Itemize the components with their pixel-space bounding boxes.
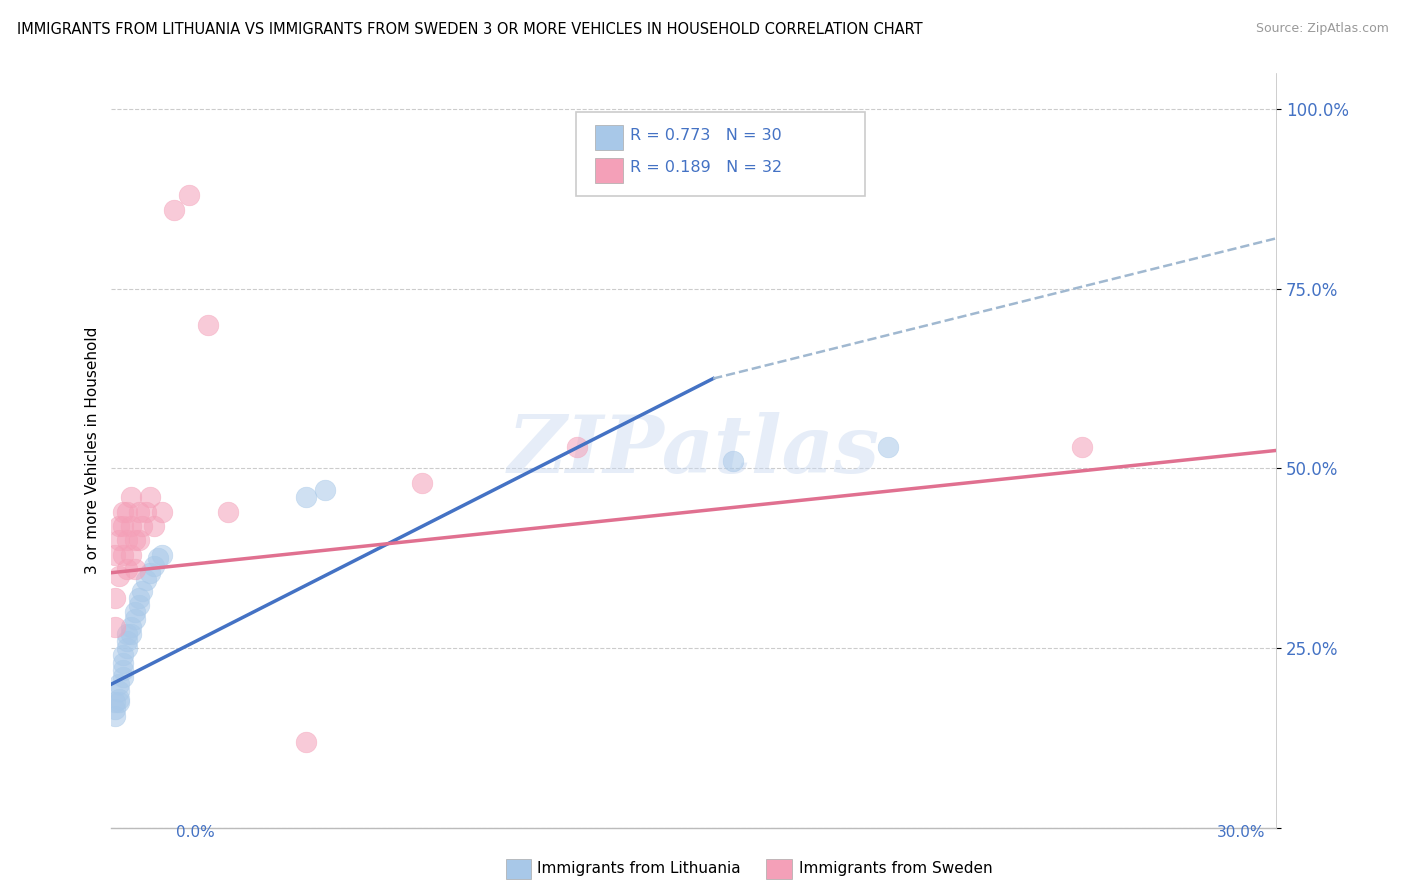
Point	[1071, 440, 1094, 454]
Point	[162, 202, 184, 217]
Point	[108, 519, 131, 533]
Point	[115, 533, 138, 548]
Point	[150, 548, 173, 562]
Point	[139, 490, 162, 504]
Point	[104, 548, 127, 562]
Point	[120, 627, 142, 641]
Point	[115, 627, 138, 641]
Y-axis label: 3 or more Vehicles in Household: 3 or more Vehicles in Household	[86, 326, 100, 574]
Point	[124, 533, 146, 548]
Point	[115, 634, 138, 648]
Text: 0.0%: 0.0%	[176, 825, 215, 840]
Point	[120, 490, 142, 504]
Point	[131, 583, 153, 598]
Point	[128, 598, 150, 612]
Text: Immigrants from Sweden: Immigrants from Sweden	[799, 862, 993, 876]
Point	[108, 569, 131, 583]
Point	[108, 533, 131, 548]
Point	[108, 684, 131, 698]
Point	[294, 734, 316, 748]
Text: 30.0%: 30.0%	[1218, 825, 1265, 840]
Point	[115, 505, 138, 519]
Point	[104, 709, 127, 723]
Text: R = 0.189   N = 32: R = 0.189 N = 32	[630, 161, 782, 175]
Point	[128, 505, 150, 519]
Text: Immigrants from Lithuania: Immigrants from Lithuania	[537, 862, 741, 876]
Point	[135, 573, 157, 587]
Text: R = 0.773   N = 30: R = 0.773 N = 30	[630, 128, 782, 143]
Point	[139, 566, 162, 580]
Point	[217, 505, 239, 519]
Point	[128, 591, 150, 605]
Point	[135, 505, 157, 519]
Point	[197, 318, 219, 332]
Point	[294, 490, 316, 504]
Point	[120, 619, 142, 633]
Point	[104, 695, 127, 709]
Point	[120, 519, 142, 533]
Point	[876, 440, 898, 454]
Point	[314, 483, 336, 497]
Point	[112, 505, 135, 519]
Point	[112, 519, 135, 533]
Point	[112, 548, 135, 562]
Point	[150, 505, 173, 519]
Point	[124, 562, 146, 576]
Point	[115, 641, 138, 656]
Point	[411, 475, 433, 490]
Point	[108, 677, 131, 691]
Text: IMMIGRANTS FROM LITHUANIA VS IMMIGRANTS FROM SWEDEN 3 OR MORE VEHICLES IN HOUSEH: IMMIGRANTS FROM LITHUANIA VS IMMIGRANTS …	[17, 22, 922, 37]
Point	[131, 519, 153, 533]
Point	[115, 562, 138, 576]
Point	[104, 702, 127, 716]
Point	[146, 551, 169, 566]
Point	[104, 619, 127, 633]
Point	[124, 612, 146, 626]
Point	[177, 188, 200, 202]
Point	[112, 656, 135, 670]
Point	[128, 533, 150, 548]
Point	[143, 558, 166, 573]
Point	[108, 691, 131, 706]
Point	[112, 648, 135, 663]
Point	[124, 605, 146, 619]
Point	[104, 591, 127, 605]
Point	[143, 519, 166, 533]
Point	[108, 695, 131, 709]
Point	[112, 670, 135, 684]
Point	[112, 663, 135, 677]
Point	[567, 440, 589, 454]
Text: ZIPatlas: ZIPatlas	[508, 412, 880, 489]
Text: Source: ZipAtlas.com: Source: ZipAtlas.com	[1256, 22, 1389, 36]
Point	[120, 548, 142, 562]
Point	[721, 454, 744, 468]
